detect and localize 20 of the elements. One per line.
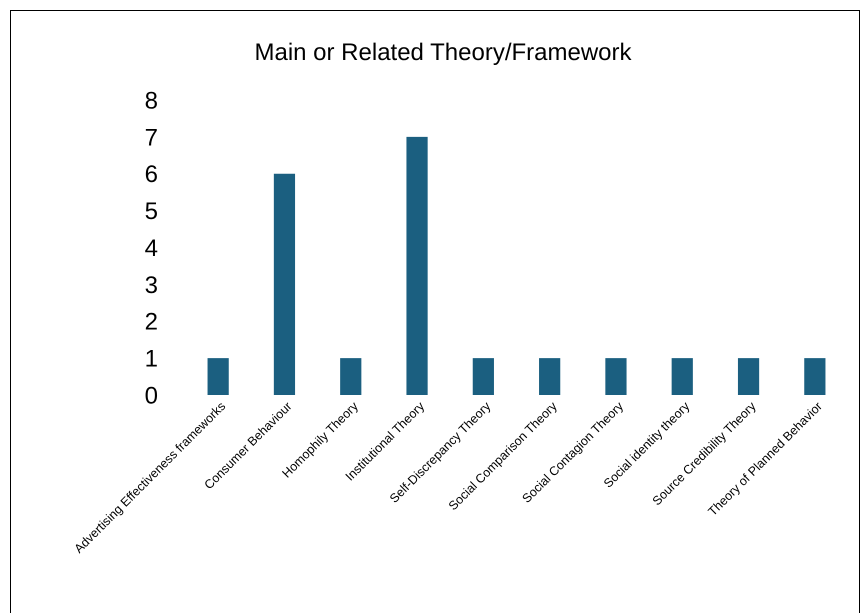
y-tick-label: 8: [144, 87, 158, 114]
bar: [605, 358, 627, 395]
y-tick-label: 7: [144, 124, 158, 152]
bar: [539, 358, 560, 395]
bar: [738, 358, 760, 395]
bar: [472, 358, 494, 395]
chart-title: Main or Related Theory/Framework: [254, 39, 633, 66]
y-tick-label: 3: [144, 272, 158, 299]
y-tick-label: 4: [144, 234, 158, 262]
y-tick-label: 6: [144, 161, 158, 188]
bar: [406, 136, 428, 395]
y-tick-label: 0: [144, 382, 158, 410]
y-tick-label: 2: [144, 308, 158, 336]
y-tick-label: 5: [144, 198, 158, 226]
bar: [804, 358, 826, 395]
bar: [274, 174, 296, 395]
bar: [208, 358, 229, 395]
bar: [672, 358, 693, 395]
bar: [340, 358, 362, 395]
y-tick-label: 1: [144, 346, 158, 373]
